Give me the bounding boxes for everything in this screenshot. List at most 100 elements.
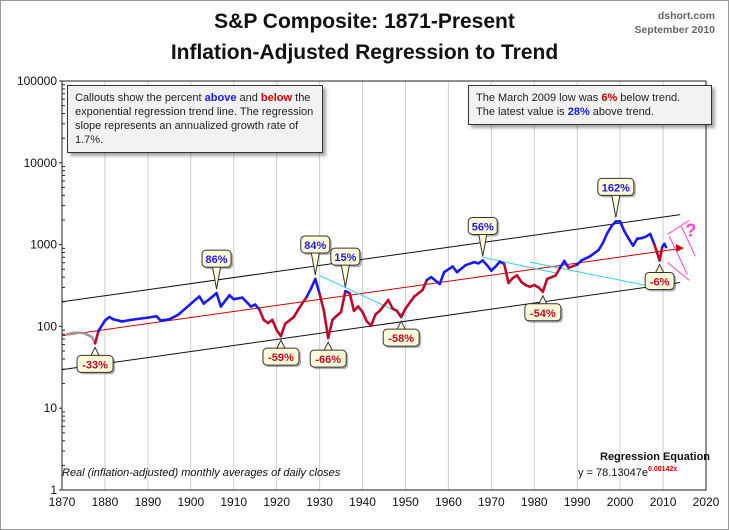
price-segment xyxy=(93,329,100,345)
equation-exponent: 0.00142x xyxy=(648,466,678,473)
y-tick-label: 10 xyxy=(44,401,58,415)
price-segment xyxy=(399,307,407,319)
price-segment xyxy=(442,265,454,274)
price-segment xyxy=(545,274,558,281)
price-segment xyxy=(605,224,613,235)
info-below-word: below xyxy=(260,92,293,104)
info-text: below trend. xyxy=(617,92,681,104)
trend-arrow xyxy=(675,244,684,253)
price-segment xyxy=(597,241,605,252)
x-tick-label: 1970 xyxy=(478,495,505,509)
equation-prefix: y = 78.13047e xyxy=(578,467,649,479)
price-segment xyxy=(271,318,278,332)
price-segment xyxy=(386,298,394,310)
price-segment xyxy=(176,306,188,317)
decline-trendline xyxy=(529,261,651,287)
price-segment xyxy=(159,318,171,322)
x-tick-label: 1900 xyxy=(177,495,204,509)
price-segment xyxy=(296,295,309,312)
info-box-latest: The March 2009 low was 6% below trend. T… xyxy=(468,85,712,125)
price-segment xyxy=(618,220,626,233)
callout-pointer xyxy=(90,346,100,356)
price-segment xyxy=(146,314,158,319)
y-tick-label: 100000 xyxy=(17,74,57,88)
x-tick-label: 1940 xyxy=(349,495,376,509)
callout-label: -33% xyxy=(82,359,108,371)
x-tick-label: 1960 xyxy=(435,495,462,509)
price-segment xyxy=(455,263,467,274)
x-tick-label: 2000 xyxy=(607,495,634,509)
callout-box xyxy=(262,347,300,366)
price-segment xyxy=(241,296,253,308)
callout-box xyxy=(300,235,331,254)
price-segment xyxy=(648,232,656,246)
x-tick-label: 1980 xyxy=(521,495,548,509)
price-segment xyxy=(232,296,244,301)
info-text: the exponential regression trend line. T… xyxy=(75,92,314,146)
callout-pointer xyxy=(323,340,333,351)
x-tick-label: 1880 xyxy=(92,495,119,509)
price-segment xyxy=(258,308,266,322)
x-tick-label: 1920 xyxy=(263,495,290,509)
latest-percent: 28% xyxy=(567,106,590,118)
callout-pointer xyxy=(538,294,548,305)
price-segment xyxy=(137,316,150,321)
callout-label: -54% xyxy=(530,308,556,320)
price-segment xyxy=(658,245,664,262)
callout-pointer xyxy=(396,319,406,330)
price-line-early xyxy=(66,331,97,344)
price-segment xyxy=(361,310,369,323)
info-text: and xyxy=(236,92,261,104)
info-box-callouts: Callouts show the percent above and belo… xyxy=(67,85,323,153)
price-segment xyxy=(305,287,313,299)
trend-channel xyxy=(61,214,684,371)
info-text: above trend. xyxy=(589,106,654,118)
info-text: Callouts show the percent xyxy=(75,92,205,104)
callout-pointer xyxy=(611,195,621,218)
decline-trendline xyxy=(482,256,556,274)
date-label: September 2010 xyxy=(634,24,715,36)
regression-label: Regression Equation xyxy=(600,451,711,463)
callout-pointer xyxy=(655,263,665,273)
price-segment xyxy=(112,318,124,323)
callout-pointer xyxy=(310,252,320,276)
price-segment xyxy=(369,313,377,327)
price-segment xyxy=(120,318,132,323)
price-segment xyxy=(631,237,639,247)
plot-border xyxy=(61,80,707,491)
price-segment xyxy=(339,289,347,314)
y-tick-label: 1 xyxy=(50,483,57,497)
footnote: Real (inflation-adjusted) monthly averag… xyxy=(62,467,341,479)
callout-label: 86% xyxy=(206,254,228,266)
price-segment xyxy=(348,291,356,313)
price-segment xyxy=(219,293,231,308)
price-segment xyxy=(279,322,287,338)
price-segment xyxy=(292,308,300,319)
callout-label: -59% xyxy=(268,352,294,364)
callout-pointer xyxy=(276,339,286,349)
chart-title-line2: Inflation-Adjusted Regression to Trend xyxy=(170,41,559,64)
x-tick-label: 1930 xyxy=(306,495,333,509)
forecast-line xyxy=(667,261,690,281)
callout-pointer xyxy=(340,265,350,288)
question-mark: ? xyxy=(685,220,696,240)
upper-channel-line xyxy=(61,214,681,303)
callout-box xyxy=(597,177,635,196)
callout-label: 15% xyxy=(334,252,356,264)
price-segment xyxy=(554,266,562,277)
price-segment xyxy=(541,277,549,294)
info-text: The latest value is xyxy=(476,106,568,118)
price-segment xyxy=(404,295,416,310)
price-segment xyxy=(588,248,600,258)
price-segment xyxy=(168,313,180,321)
price-segment xyxy=(215,291,223,308)
price-segment xyxy=(202,295,214,305)
price-segment xyxy=(438,270,446,286)
price-segment xyxy=(129,317,141,322)
x-tick-label: 2020 xyxy=(693,495,720,509)
callout-pointer xyxy=(478,234,488,257)
price-segment xyxy=(502,262,510,285)
chart-title-line1: S&P Composite: 1871-Present xyxy=(214,10,515,33)
axes: 1870 1880 1890 1900 1910 1920 1930 1940 1950 1960… xyxy=(17,74,720,509)
callout-box xyxy=(467,216,498,235)
